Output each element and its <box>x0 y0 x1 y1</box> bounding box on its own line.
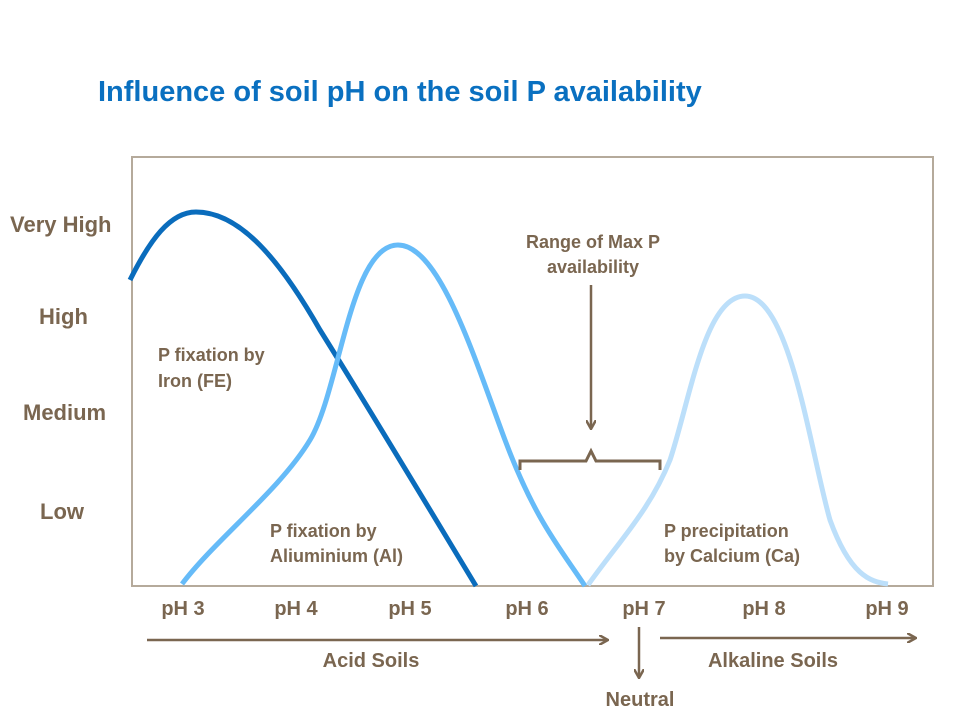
aluminium-label-line2: Aliuminium (Al) <box>270 546 403 566</box>
annotation-line2: availability <box>547 257 639 277</box>
neutral-label: Neutral <box>606 689 675 711</box>
x-tick-ph5: pH 5 <box>388 598 431 620</box>
calcium-precipitation-curve <box>585 293 889 587</box>
y-level-very-high: Very High <box>10 212 111 237</box>
y-level-medium: Medium <box>23 400 106 425</box>
alkaline-soils-label: Alkaline Soils <box>708 650 838 672</box>
x-tick-ph8: pH 8 <box>742 598 785 620</box>
max-range-bracket <box>518 447 662 470</box>
calcium-label-line2: by Calcium (Ca) <box>664 546 800 566</box>
x-tick-ph4: pH 4 <box>274 598 318 620</box>
x-tick-ph9: pH 9 <box>865 598 908 620</box>
y-level-low: Low <box>40 499 85 524</box>
iron-label-line1: P fixation by <box>158 345 265 365</box>
page-title: Influence of soil pH on the soil P avail… <box>98 76 702 108</box>
annotation-line1: Range of Max P <box>526 232 660 252</box>
plot-frame <box>131 156 934 587</box>
iron-fixation-curve <box>127 209 479 588</box>
y-level-high: High <box>39 304 88 329</box>
aluminium-fixation-curve <box>180 242 588 588</box>
x-tick-ph6: pH 6 <box>505 598 548 620</box>
x-tick-ph7: pH 7 <box>622 598 665 620</box>
acid-soils-label: Acid Soils <box>323 650 420 672</box>
calcium-label-line1: P precipitation <box>664 521 789 541</box>
iron-label-line2: Iron (FE) <box>158 371 232 391</box>
x-tick-ph3: pH 3 <box>161 598 204 620</box>
aluminium-label-line1: P fixation by <box>270 521 377 541</box>
